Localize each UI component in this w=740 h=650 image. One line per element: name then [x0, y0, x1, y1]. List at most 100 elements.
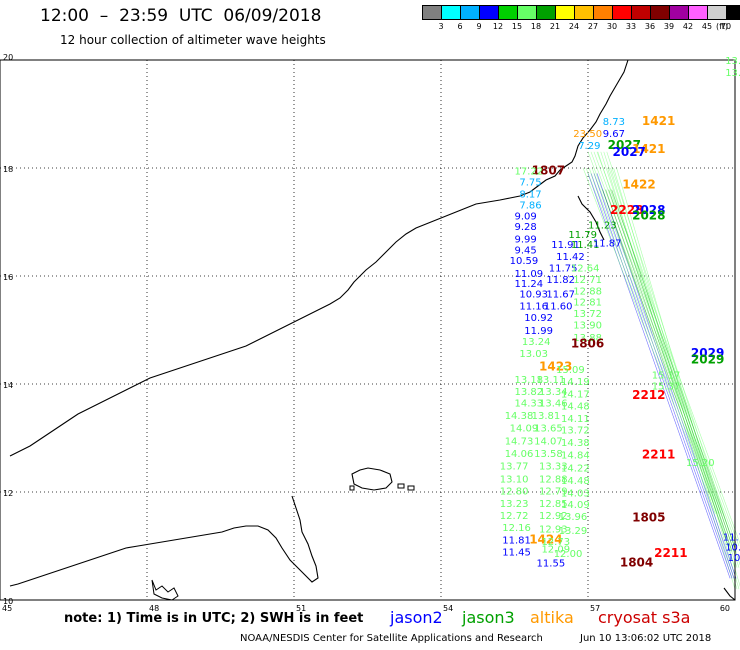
wave-height-label: 12.92	[539, 511, 568, 522]
wave-height-label: 17.22	[515, 166, 544, 177]
wave-height-label: 12.80	[500, 487, 529, 498]
satellite-track-line	[602, 189, 731, 552]
wave-height-label: 1805	[632, 511, 665, 525]
coastline-arabia	[9, 59, 629, 457]
lat-tick-label: 12	[3, 489, 13, 498]
wave-height-label: 14.48	[561, 476, 590, 487]
wave-height-label: 2028	[632, 203, 665, 217]
scale-tick-label: 45	[701, 22, 713, 31]
wave-height-label: 13.03	[519, 349, 548, 360]
wave-height-label: 13.	[725, 68, 740, 79]
wave-height-label: 11.81	[502, 535, 531, 546]
wave-height-label: 13.90	[573, 320, 602, 331]
wave-height-label: 14.38	[505, 411, 534, 422]
wave-height-label: 11.91	[551, 240, 580, 251]
wave-height-label: 12.71	[573, 275, 602, 286]
wave-height-label: 13.96	[559, 512, 588, 523]
wave-height-label: 13.81	[532, 411, 561, 422]
satellite-track-line	[593, 173, 735, 579]
island-small-3	[349, 485, 355, 491]
scale-swatch	[517, 5, 536, 20]
wave-height-label: 1804	[620, 556, 653, 570]
graticule-grid	[0, 60, 735, 600]
wave-height-label: 14.09	[561, 500, 590, 511]
wave-height-label: 1807	[532, 163, 565, 177]
scale-swatch	[612, 5, 631, 20]
wave-height-label: 10.93	[519, 290, 548, 301]
lon-tick-label: 57	[590, 604, 600, 613]
wave-height-label: 1421	[632, 142, 665, 156]
satellite-track-line	[591, 167, 722, 514]
wave-height-label: 13.65	[534, 424, 563, 435]
wave-height-label: 12.09	[541, 544, 570, 555]
wave-height-label: 13.10	[500, 474, 529, 485]
wave-height-label: 2228	[610, 203, 643, 217]
wave-height-label: 11.7	[723, 533, 740, 544]
wave-height-label: 11.67	[546, 290, 575, 301]
scale-swatch	[688, 5, 707, 20]
satellite-track-line	[588, 167, 720, 514]
wave-height-label: 15.09	[556, 365, 585, 376]
scale-swatch	[441, 5, 460, 20]
wave-height-label: 12.88	[573, 286, 602, 297]
island-small-1	[397, 483, 405, 489]
island-socotra	[351, 467, 393, 491]
wave-height-label: 14.17	[561, 390, 590, 401]
wave-height-label: 14.07	[534, 436, 563, 447]
page-subtitle: 12 hour collection of altimeter wave hei…	[60, 33, 326, 47]
wave-height-label: 12.73	[541, 537, 570, 548]
wave-height-label: 8.73	[603, 117, 625, 128]
wave-height-label: 14.11	[561, 414, 590, 425]
scale-swatch	[726, 5, 740, 20]
coastline-africa	[9, 495, 319, 587]
wave-height-label: 15.17	[652, 371, 681, 382]
wave-height-label: 13.	[725, 56, 740, 67]
wave-height-label: 11.41	[571, 240, 600, 251]
island-small-2	[407, 485, 415, 491]
wave-height-label: 2027	[613, 145, 646, 159]
lat-tick-label: 20	[3, 53, 13, 62]
wave-height-label: 13.58	[534, 449, 563, 460]
wave-height-label: 2211	[642, 448, 675, 462]
scale-unit-label: (ft)	[716, 22, 729, 31]
coastline-gulf-detail	[151, 579, 179, 601]
wave-height-label: 12.79	[539, 487, 568, 498]
wave-height-label: 9.67	[603, 129, 625, 140]
scale-tick-label: 36	[644, 22, 656, 31]
legend-item-altika: altika	[530, 608, 574, 627]
credit-text: NOAA/NESDIS Center for Satellite Applica…	[240, 633, 543, 644]
wave-height-label: 2212	[632, 388, 665, 402]
scale-swatch	[536, 5, 555, 20]
scale-tick-label: 3	[438, 22, 444, 31]
scale-swatch	[631, 5, 650, 20]
wave-height-label: 23:50	[573, 129, 602, 140]
lat-tick-label: 10	[3, 597, 13, 606]
wave-height-label: 14.73	[505, 436, 534, 447]
wave-height-label: 13.46	[539, 399, 568, 410]
wave-height-label: 10.59	[510, 256, 539, 267]
wave-height-label: 14.19	[561, 377, 590, 388]
wave-height-label: 10.8	[725, 542, 740, 553]
wave-height-label: 13.82	[515, 387, 544, 398]
lat-tick-label: 16	[3, 273, 13, 282]
satellite-track-line	[608, 189, 735, 552]
wave-height-label: 11.09	[515, 269, 544, 280]
wave-height-label: 12.64	[571, 264, 600, 275]
scale-tick-label: 42	[682, 22, 694, 31]
color-scale-bar	[422, 5, 740, 20]
wave-height-label: 13.72	[561, 426, 590, 437]
wave-height-label: 2028	[632, 208, 665, 222]
legend-item-jason3: jason3	[462, 608, 515, 627]
wave-height-label: 11.99	[524, 326, 553, 337]
wave-height-label: 14.03	[561, 488, 590, 499]
wave-height-label: 2211	[654, 546, 687, 560]
wave-height-label: 11.24	[515, 279, 544, 290]
wave-height-label: 12.00	[554, 549, 583, 560]
scale-swatch	[555, 5, 574, 20]
coastline-corner	[723, 587, 736, 601]
wave-height-label: 11.87	[593, 238, 622, 249]
wave-height-label: 1806	[571, 336, 604, 350]
scale-swatch	[574, 5, 593, 20]
wave-height-label: 11.75	[549, 264, 578, 275]
